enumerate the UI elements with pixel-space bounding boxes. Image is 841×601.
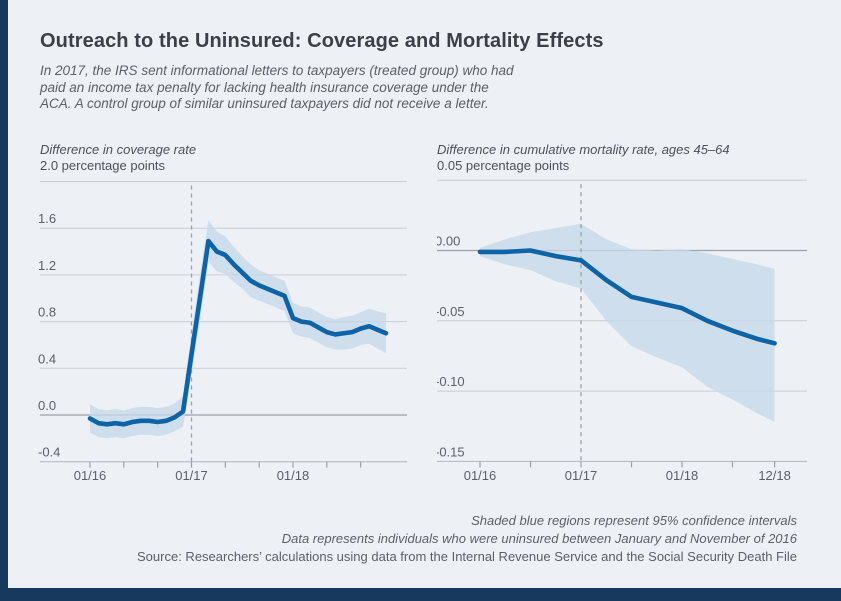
- footnote-line: Source: Researchers’ calculations using …: [137, 549, 797, 564]
- mortality-x-tick-label: 12/18: [758, 468, 791, 483]
- coverage-chart-plot: 1.6 1.2 0.8 0.4 0.0 -0.4 01/16 01/17 01/18: [38, 181, 407, 483]
- coverage-x-tick-label: 01/18: [277, 468, 310, 483]
- mortality-series-line: [477, 248, 777, 346]
- subtitle-line: ACA. A control group of similar uninsure…: [40, 96, 489, 111]
- coverage-y-tick-label: 0.0: [38, 398, 56, 413]
- coverage-series-line: [87, 238, 389, 427]
- left-accent-bar: [0, 0, 8, 601]
- mortality-x-tick-label: 01/18: [666, 468, 699, 483]
- mortality-x-tick-label: 01/16: [464, 468, 497, 483]
- mortality-chart-units: 0.05 percentage points: [437, 158, 570, 173]
- coverage-x-tick-label: 01/17: [175, 468, 208, 483]
- subtitle-line: paid an income tax penalty for lacking h…: [40, 79, 489, 95]
- coverage-y-tick-label: 1.2: [38, 258, 56, 273]
- mortality-ci-band: [480, 223, 775, 423]
- coverage-ci-band: [90, 220, 387, 439]
- coverage-x-tick-label: 01/16: [74, 468, 107, 483]
- figure-footnotes: Shaded blue regions represent 95% confid…: [137, 512, 797, 566]
- mortality-y-tick-label: 0.00: [437, 234, 460, 249]
- coverage-chart: Difference in coverage rate 2.0 percenta…: [30, 142, 420, 492]
- mortality-chart-title: Difference in cumulative mortality rate,…: [437, 142, 730, 157]
- mortality-chart-plot: 0.00 -0.05 -0.10 -0.15 01/16 01/17 01/18 12/18: [437, 179, 807, 483]
- coverage-y-tick-label: 0.8: [38, 305, 56, 320]
- coverage-y-tick-label: 1.6: [38, 211, 56, 226]
- coverage-y-tick-label: -0.4: [38, 445, 60, 460]
- coverage-y-tick-label: 0.4: [38, 351, 56, 366]
- figure-subtitle: In 2017, the IRS sent informational lett…: [40, 63, 514, 113]
- mortality-y-tick-label: -0.10: [437, 374, 465, 389]
- mortality-chart: Difference in cumulative mortality rate,…: [437, 142, 817, 492]
- figure-title: Outreach to the Uninsured: Coverage and …: [40, 30, 604, 52]
- coverage-chart-units: 2.0 percentage points: [40, 158, 166, 173]
- mortality-y-tick-label: -0.05: [437, 304, 465, 319]
- footnote-line: Data represents individuals who were uni…: [281, 531, 797, 546]
- coverage-chart-title: Difference in coverage rate: [40, 142, 197, 157]
- mortality-y-tick-label: -0.15: [437, 444, 465, 459]
- mortality-x-tick-label: 01/17: [565, 468, 598, 483]
- footnote-line: Shaded blue regions represent 95% confid…: [471, 513, 797, 528]
- subtitle-line: In 2017, the IRS sent informational lett…: [40, 63, 514, 78]
- bottom-accent-bar: [0, 588, 841, 601]
